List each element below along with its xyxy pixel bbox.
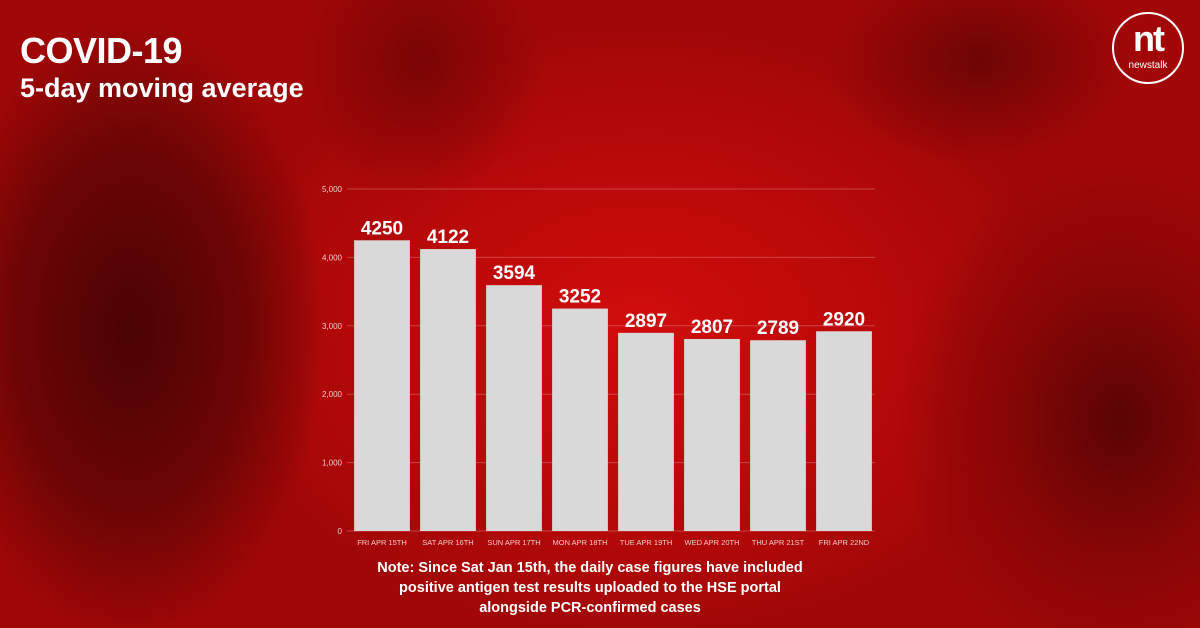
bar	[684, 339, 740, 531]
bar	[552, 308, 608, 531]
y-tick-label: 4,000	[322, 253, 343, 262]
y-tick-label: 3,000	[322, 322, 343, 331]
x-axis-ticks: FRI APR 15TH SAT APR 16TH SUN APR 17TH MON …	[357, 538, 870, 547]
data-label: 4122	[427, 227, 469, 248]
newstalk-logo: nt newstalk	[1112, 12, 1184, 84]
data-label: 2807	[691, 317, 733, 338]
x-tick-label: THU APR 21ST	[752, 538, 805, 547]
x-tick-label: WED APR 20TH	[684, 538, 739, 547]
bar	[750, 340, 806, 531]
x-tick-label: TUE APR 19TH	[620, 538, 673, 547]
data-label: 2789	[757, 318, 799, 339]
bar	[486, 285, 542, 531]
x-tick-label: SUN APR 17TH	[487, 538, 540, 547]
footnote-line-1: Note: Since Sat Jan 15th, the daily case…	[377, 560, 803, 576]
logo-mark: nt	[1133, 18, 1165, 59]
data-label: 4250	[361, 218, 403, 239]
data-label: 2920	[823, 309, 865, 330]
data-label: 3252	[559, 287, 601, 308]
bar	[354, 240, 410, 532]
bar	[618, 332, 674, 531]
x-tick-label: FRI APR 15TH	[357, 538, 407, 547]
bars	[354, 240, 872, 532]
x-tick-label: SAT APR 16TH	[422, 538, 473, 547]
page-subtitle: 5-day moving average	[20, 73, 304, 103]
footnote-line-2: positive antigen test results uploaded t…	[399, 580, 781, 596]
page-title: COVID-19	[20, 30, 183, 71]
data-labels: 4250 4122 3594 3252 2897 2807 2789 2920	[361, 218, 865, 339]
y-axis-ticks: 0 1,000 2,000 3,000 4,000 5,000	[322, 185, 343, 536]
y-tick-label: 0	[338, 527, 343, 536]
y-tick-label: 5,000	[322, 185, 343, 194]
data-label: 2897	[625, 311, 667, 332]
y-tick-label: 1,000	[322, 459, 343, 468]
footnote: Note: Since Sat Jan 15th, the daily case…	[330, 558, 850, 618]
data-label: 3594	[493, 263, 536, 284]
logo-wordmark: newstalk	[1128, 60, 1168, 71]
footnote-line-3: alongside PCR-confirmed cases	[479, 600, 701, 616]
y-tick-label: 2,000	[322, 390, 343, 399]
x-tick-label: FRI APR 22ND	[819, 538, 870, 547]
bar	[420, 249, 476, 531]
bar	[816, 331, 872, 531]
x-tick-label: MON APR 18TH	[552, 538, 607, 547]
